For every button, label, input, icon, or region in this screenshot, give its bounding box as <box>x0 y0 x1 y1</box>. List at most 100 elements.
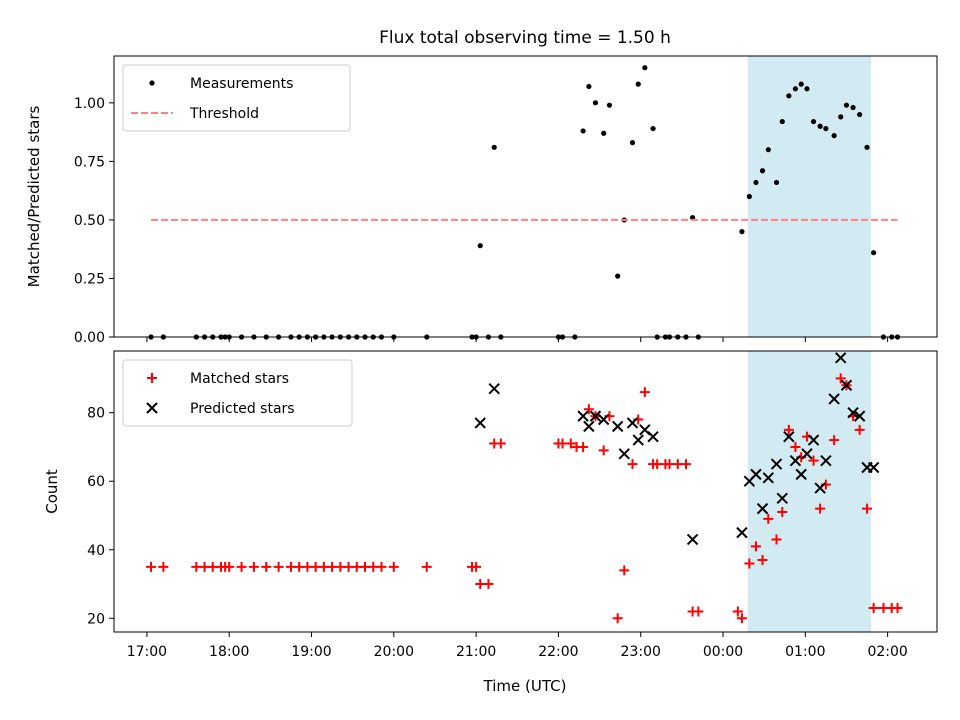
x-tick-label: 01:00 <box>785 644 825 660</box>
data-point <box>783 430 795 443</box>
data-point <box>618 448 630 460</box>
data-point <box>753 179 759 186</box>
data-point <box>376 561 387 572</box>
data-point <box>495 438 506 449</box>
data-point <box>477 243 483 249</box>
x-tick-label: 20:00 <box>374 644 414 660</box>
highlight-span <box>747 351 872 632</box>
data-point <box>639 387 650 398</box>
y-tick-label: 0.00 <box>74 330 105 346</box>
data-point <box>642 65 648 71</box>
x-tick-label: 18:00 <box>209 644 249 660</box>
data-point <box>750 541 761 552</box>
data-point <box>770 458 783 470</box>
data-point <box>868 603 879 614</box>
data-point <box>421 561 432 572</box>
data-point <box>736 613 747 624</box>
legend-marker <box>149 80 155 86</box>
data-point <box>629 140 636 146</box>
data-point <box>835 352 847 364</box>
data-point <box>261 561 272 572</box>
data-point <box>792 86 799 92</box>
data-point <box>867 461 880 474</box>
data-point <box>146 561 157 572</box>
x-tick-label: 21:00 <box>456 644 496 660</box>
legend: Measurements Threshold <box>122 64 351 132</box>
data-point <box>224 561 235 572</box>
y-tick-label: 20 <box>87 611 105 627</box>
x-tick-label: 19:00 <box>291 644 331 660</box>
x-tick-label: 17:00 <box>127 644 167 660</box>
y-tick-label: 0.50 <box>74 213 105 229</box>
data-point <box>606 102 613 108</box>
data-point <box>847 406 859 419</box>
data-point <box>854 424 865 435</box>
y-tick-label: 40 <box>87 543 105 559</box>
data-point <box>686 533 699 546</box>
data-point <box>771 534 782 545</box>
data-point <box>804 86 810 92</box>
legend-marker <box>146 402 158 414</box>
data-point <box>807 434 820 446</box>
data-point <box>583 404 594 415</box>
data-point <box>580 128 586 134</box>
x-axis-label: Time (UTC) <box>483 677 567 695</box>
data-point <box>773 179 780 186</box>
data-point <box>273 561 284 572</box>
data-point <box>756 502 769 515</box>
data-point <box>626 417 639 429</box>
data-point <box>790 441 801 452</box>
data-point <box>236 561 247 572</box>
data-point <box>732 606 743 617</box>
data-point <box>783 424 794 435</box>
data-point <box>471 561 482 572</box>
data-point <box>789 454 802 467</box>
data-point <box>248 561 259 572</box>
data-point <box>765 147 771 153</box>
data-point <box>838 114 844 120</box>
chart-title: Flux total observing time = 1.50 h <box>379 28 671 48</box>
data-point <box>750 468 762 481</box>
data-point <box>850 104 856 111</box>
panel-ratio: 0.00 0.25 0.50 0.75 1.00 Matched/Predicted st… <box>25 55 938 346</box>
data-point <box>843 102 850 108</box>
data-point <box>786 93 792 99</box>
data-point <box>739 229 745 235</box>
data-point <box>680 459 691 470</box>
data-point <box>744 558 755 569</box>
data-point <box>650 125 656 132</box>
data-point <box>592 100 599 106</box>
legend-label: Matched stars <box>190 371 289 387</box>
series-matched-stars <box>146 373 903 624</box>
data-point <box>601 130 607 136</box>
data-point <box>488 382 500 395</box>
axes-frame <box>113 55 938 338</box>
data-point <box>598 445 609 456</box>
data-point <box>853 410 866 422</box>
data-point <box>817 123 823 129</box>
y-tick-label: 0.25 <box>74 271 105 287</box>
data-point <box>388 561 399 572</box>
data-point <box>757 555 768 566</box>
data-point <box>763 513 774 524</box>
data-point <box>635 81 641 87</box>
data-point <box>577 410 589 422</box>
data-point <box>483 579 494 590</box>
data-point <box>810 118 817 125</box>
data-point <box>801 448 813 460</box>
data-point <box>611 420 624 433</box>
data-point <box>795 468 807 481</box>
legend: Matched stars Predicted stars <box>122 359 353 427</box>
data-point <box>759 168 766 174</box>
data-point <box>586 83 592 90</box>
data-point <box>736 526 748 539</box>
data-point <box>777 507 788 518</box>
data-point <box>815 503 826 514</box>
data-point <box>583 420 595 433</box>
y-tick-label: 60 <box>87 474 105 490</box>
legend-label: Threshold <box>189 106 259 122</box>
x-tick-label: 22:00 <box>538 644 578 660</box>
data-point <box>814 482 826 494</box>
data-point <box>871 250 877 256</box>
